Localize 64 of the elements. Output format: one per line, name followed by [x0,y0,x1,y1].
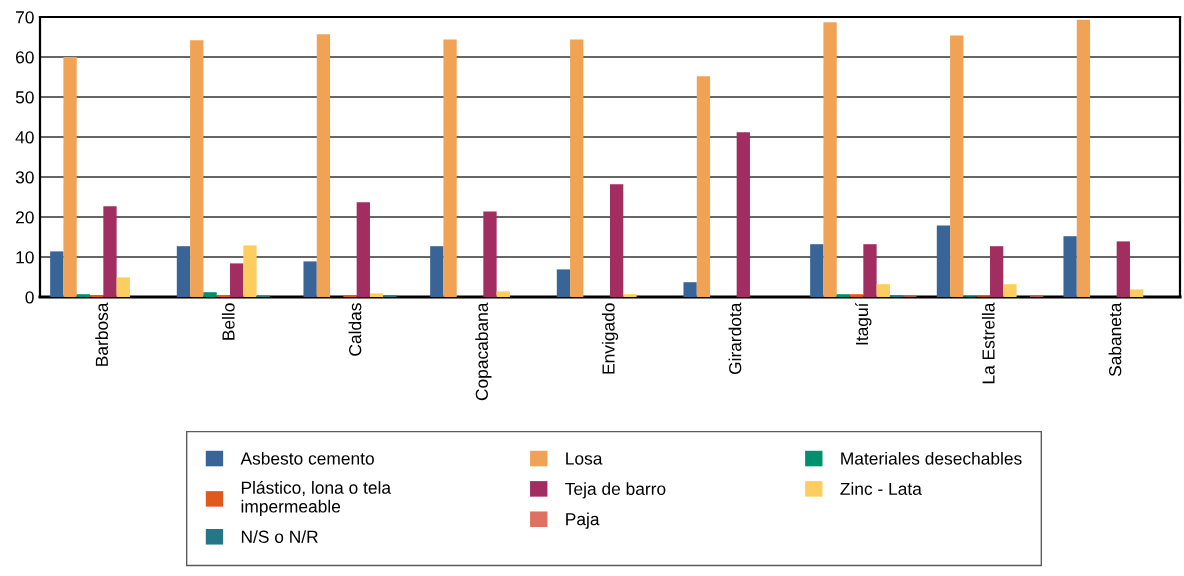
bar [50,251,64,297]
x-tick-label: Barbosa [95,302,108,366]
bar [63,57,77,297]
bar [103,206,117,297]
bar [203,292,217,297]
bar [176,246,191,297]
bar [570,39,584,297]
y-tick-label: 40 [15,131,34,144]
bar [496,291,510,297]
bar [1129,289,1144,297]
bar [190,40,204,297]
bar [836,294,851,297]
bar [876,284,890,297]
legend-label: Plástico, lona o tela impermeable [241,480,392,516]
y-tick-label: 30 [15,171,34,184]
bar [696,76,711,297]
x-tick-label: Bello [221,303,235,340]
x-tick-label: Girardota [728,302,742,375]
y-tick-label: 70 [16,11,34,24]
x-tick-label: Sabaneta [1108,302,1122,377]
bar [623,294,637,297]
legend-label: Teja de barro [565,482,666,499]
bar [936,225,951,297]
bar [243,245,257,297]
bar [1116,241,1130,297]
bar [683,282,697,297]
legend-label: Zinc - Lata [840,482,922,495]
bar [1003,284,1017,297]
bar [823,22,837,297]
bar [116,277,130,297]
y-tick-label: 10 [16,251,34,264]
x-tick-label: Caldas [348,303,362,356]
bar [810,244,824,297]
bar [483,211,497,297]
legend-label: Losa [566,452,603,465]
bar [736,132,750,297]
bar [1076,19,1091,297]
x-tick-label: Envigado [601,303,619,374]
bar [863,244,877,297]
bar [356,202,370,297]
bar [1063,236,1077,297]
bar [303,261,317,297]
bar [316,34,331,297]
y-tick-label: 60 [16,51,34,64]
y-tick-label: 50 [15,91,34,104]
bar [369,293,384,297]
bar [76,294,91,297]
bar [556,269,571,297]
bar [430,246,444,297]
bar [610,184,624,297]
y-tick-label: 20 [16,211,34,224]
x-tick-label: Copacabana [475,302,492,401]
legend-label: Materiales desechables [841,451,1022,465]
x-tick-label: La Estrella [981,302,995,384]
legend-label: N/S o N/R [241,530,318,543]
y-tick-label: 0 [25,291,34,304]
bar [990,246,1004,297]
legend-label: Asbesto cemento [240,451,374,465]
x-tick-label: Itaguí [855,302,872,345]
legend-label: Paja [566,512,600,529]
bar [850,294,864,297]
bar [950,35,964,297]
bar [443,39,457,297]
bar [230,263,244,297]
